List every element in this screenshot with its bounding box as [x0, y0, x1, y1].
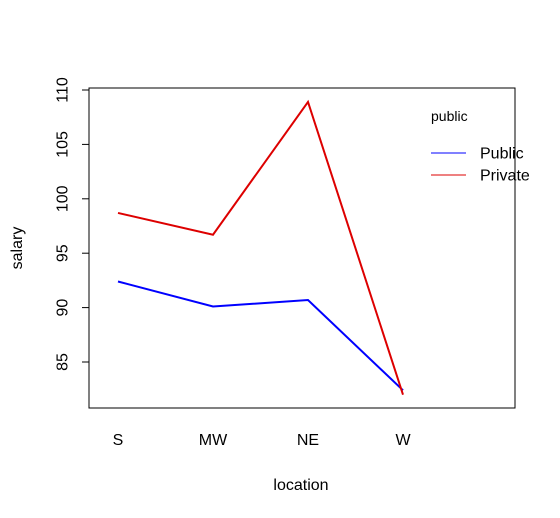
x-axis-label: location — [273, 477, 328, 494]
y-tick-label: 85 — [55, 353, 72, 371]
series-line-public — [117, 280, 404, 392]
y-tick-label: 90 — [55, 299, 72, 317]
y-tick-label: 100 — [55, 185, 72, 212]
y-axis: 85 90 95 100 105 110 — [55, 77, 90, 371]
y-tick-label: 110 — [55, 77, 72, 103]
series-line-private — [117, 99, 404, 395]
legend-title: public — [431, 108, 468, 124]
x-tick-label: S — [113, 432, 124, 449]
x-tick-label: NE — [297, 432, 319, 449]
series-layer — [117, 99, 404, 395]
y-tick-label: 95 — [55, 244, 72, 262]
plot-frame — [88, 87, 516, 409]
legend: public Public Private — [431, 108, 530, 185]
x-axis: S MW NE W — [113, 432, 412, 449]
x-tick-label: W — [395, 432, 411, 449]
legend-label-private: Private — [480, 168, 530, 185]
x-tick-label: MW — [199, 432, 228, 449]
y-tick-label: 105 — [55, 131, 72, 158]
legend-label-public: Public — [480, 146, 524, 163]
y-axis-label: salary — [9, 227, 26, 270]
